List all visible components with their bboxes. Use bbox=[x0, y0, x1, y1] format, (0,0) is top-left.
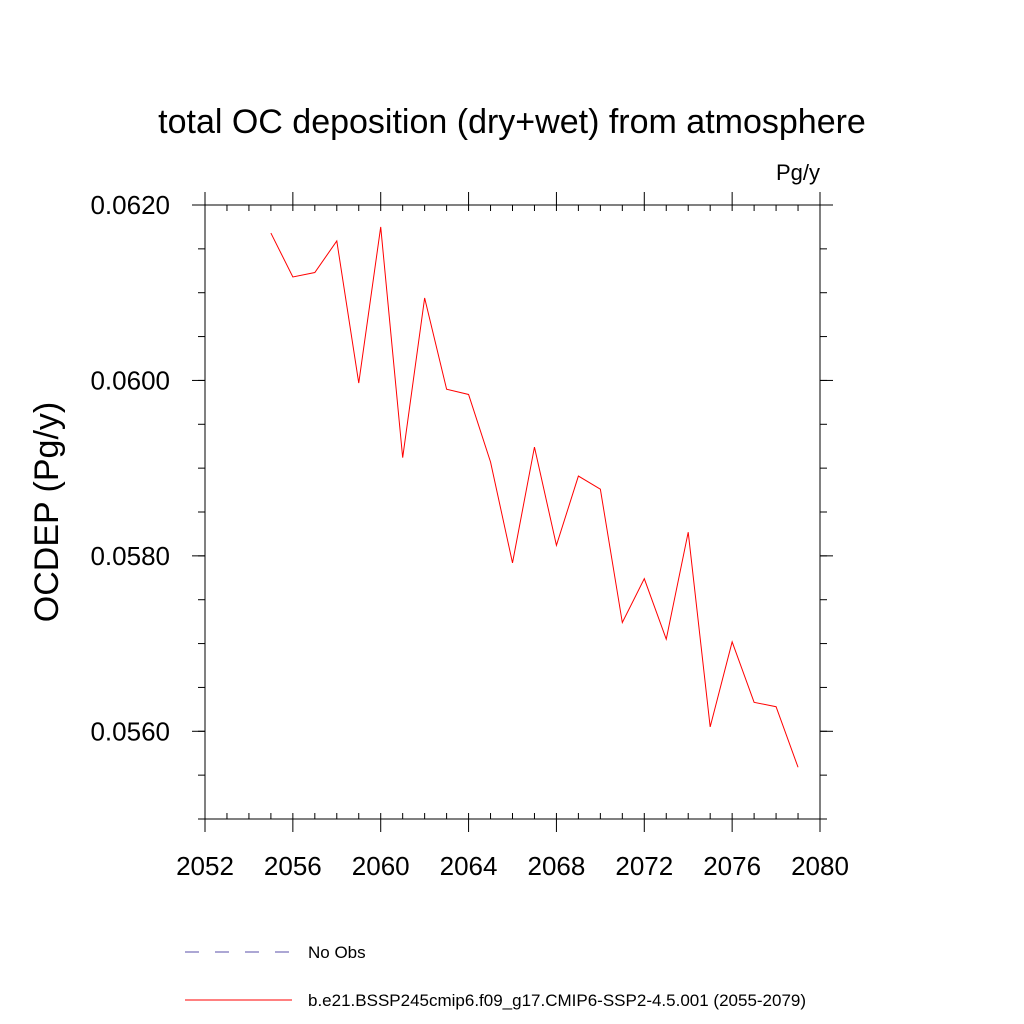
x-tick-label: 2076 bbox=[703, 851, 761, 881]
legend: No Obs b.e21.BSSP245cmip6.f09_g17.CMIP6-S… bbox=[185, 943, 806, 1010]
x-tick-label: 2064 bbox=[440, 851, 498, 881]
tick-labels: 2052 2056 2060 2064 2068 2072 2076 2080 0.0560 0.… bbox=[90, 190, 848, 881]
y-tick-label: 0.0560 bbox=[90, 716, 170, 746]
y-tick-label: 0.0580 bbox=[90, 541, 170, 571]
x-tick-label: 2060 bbox=[352, 851, 410, 881]
chart-title: total OC deposition (dry+wet) from atmos… bbox=[158, 103, 866, 141]
y-axis-label: OCDEP (Pg/y) bbox=[28, 402, 66, 622]
plot-frame bbox=[204, 204, 821, 820]
x-tick-label: 2052 bbox=[176, 851, 234, 881]
series-line bbox=[270, 226, 799, 768]
legend-label: No Obs bbox=[308, 943, 366, 962]
y-tick-label: 0.0620 bbox=[90, 190, 170, 220]
y-tick-label: 0.0600 bbox=[90, 365, 170, 395]
series-lines bbox=[270, 226, 799, 768]
x-tick-label: 2068 bbox=[528, 851, 586, 881]
legend-label: b.e21.BSSP245cmip6.f09_g17.CMIP6-SSP2-4.… bbox=[308, 991, 806, 1010]
major-ticks bbox=[192, 192, 833, 832]
x-tick-label: 2072 bbox=[615, 851, 673, 881]
minor-ticks bbox=[198, 204, 827, 820]
x-tick-label: 2080 bbox=[791, 851, 849, 881]
x-tick-label: 2056 bbox=[264, 851, 322, 881]
units-label: Pg/y bbox=[776, 160, 820, 185]
